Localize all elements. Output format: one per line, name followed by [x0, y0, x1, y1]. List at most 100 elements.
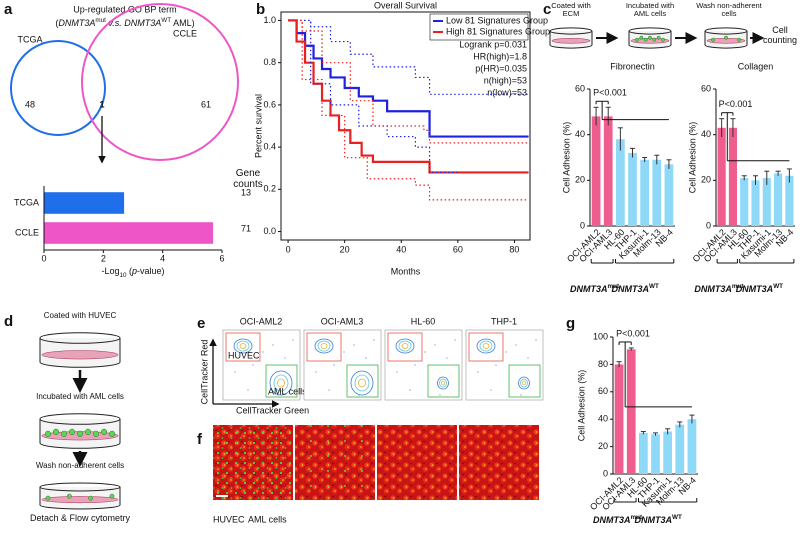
plot-frame — [280, 11, 531, 241]
venn-set-name: TCGA — [17, 34, 42, 44]
bar — [717, 127, 726, 226]
y-tick-label: 100 — [593, 331, 608, 341]
bar — [603, 116, 613, 226]
y-tick-label: 0 — [580, 220, 585, 230]
cell-line-title: OCI-AML3 — [321, 316, 364, 326]
y-tick-label: 60 — [598, 386, 608, 396]
panel-letter: d — [4, 313, 13, 330]
flow-dot — [262, 351, 264, 353]
dish-cell — [652, 37, 657, 42]
y-axis-label: Cell Adhesion (%) — [576, 370, 586, 442]
x-tick-label: 4 — [160, 253, 165, 263]
cell-line-title: OCI-AML2 — [240, 316, 283, 326]
text-part: DNMT3A — [593, 515, 631, 525]
bar — [774, 173, 783, 226]
y-tick-label: 80 — [598, 359, 608, 369]
flow-dot — [292, 339, 294, 341]
flow-dot — [365, 357, 367, 359]
micrograph — [377, 425, 457, 500]
step-label-text: Wash non-adherent cells — [35, 462, 125, 470]
dish-cell — [52, 428, 60, 436]
dish-cell — [724, 35, 728, 40]
dish-cell — [68, 428, 76, 436]
y-tick-label: 1.0 — [263, 15, 276, 25]
flow-dot — [495, 364, 497, 366]
step-label-text: Coated with HUVEC — [43, 312, 117, 320]
flow-dot — [515, 344, 517, 346]
panel-letter: e — [197, 315, 205, 332]
group-label: DNMT3AWT — [635, 514, 682, 526]
contour — [520, 378, 528, 388]
text-part: DNMT3A — [736, 284, 774, 294]
group-label: DNMT3AWT — [612, 283, 659, 295]
dish-layer — [551, 38, 591, 44]
confidence-line — [288, 19, 458, 174]
dish-layer — [41, 350, 119, 360]
gate-aml — [346, 364, 379, 398]
significance-label: P<0.001 — [616, 328, 650, 338]
contour — [354, 374, 370, 392]
venn-subtitle: (DNMT3Amut v.s. DNMT3AWT AML) — [55, 17, 194, 29]
text-part: -Log — [101, 266, 119, 276]
text-part: WT — [672, 514, 682, 521]
bar — [751, 180, 760, 226]
confidence-line — [288, 19, 529, 144]
contour — [482, 343, 490, 349]
micrograph-aml — [213, 425, 293, 500]
flow-dot — [284, 357, 286, 359]
y-tick-label: 20 — [598, 441, 608, 451]
venn-overlap: 1 — [99, 99, 104, 109]
contour — [317, 340, 331, 352]
legend-label: High 81 Signatures Group — [446, 26, 550, 36]
gate-aml — [427, 364, 460, 398]
flow-axis-label: CellTracker Red — [199, 340, 209, 405]
category-label: CCLE — [15, 227, 39, 237]
contour — [479, 340, 493, 352]
y-tick-label: 60 — [575, 83, 585, 93]
flow-dot — [505, 351, 507, 353]
y-tick-label: 0.0 — [263, 226, 276, 236]
chart-title: Fibronectin — [610, 61, 655, 71]
group-label: DNMT3Amut — [593, 514, 643, 526]
bar — [785, 175, 794, 226]
annotation: HR(high)=1.8 — [473, 51, 527, 61]
bar — [640, 159, 650, 226]
venn-title: Up-regulated GO BP term — [73, 4, 176, 14]
y-tick-label: 0.8 — [263, 57, 276, 67]
chart-title: Overall Survival — [374, 0, 437, 10]
bar — [664, 164, 674, 226]
text-part: p — [131, 266, 137, 276]
dish-cell — [45, 495, 51, 501]
gate-huvec — [306, 332, 342, 362]
y-tick-label: 0.6 — [263, 99, 276, 109]
dish-cell — [108, 430, 116, 438]
flow-dot — [315, 371, 317, 373]
text-part: DNMT3A — [58, 18, 95, 28]
x-tick-label: 40 — [396, 244, 406, 254]
x-tick-label: 0 — [286, 244, 291, 254]
contour — [277, 378, 285, 388]
flow-dot — [353, 344, 355, 346]
flow-dot — [439, 394, 441, 396]
text-part: ( — [127, 266, 133, 276]
panel-letter: f — [197, 431, 203, 448]
contour — [273, 374, 289, 392]
y-tick-label: 60 — [701, 83, 711, 93]
contour — [439, 378, 447, 388]
bar — [628, 152, 637, 226]
bar — [44, 222, 214, 244]
survival-line — [288, 19, 529, 174]
dish-cell — [711, 37, 715, 42]
text-part: DNMT3A — [570, 284, 608, 294]
contour — [437, 376, 449, 390]
legend-label: Low 81 Signatures Group — [446, 15, 548, 25]
text-part: DNMT3A — [612, 284, 650, 294]
text-part: AML) — [171, 18, 195, 28]
bar — [652, 159, 662, 226]
annotation: n(low)=53 — [487, 87, 527, 97]
y-tick-label: 20 — [701, 175, 711, 185]
y-axis-label: Percent survival — [253, 94, 263, 158]
flow-dot — [272, 344, 274, 346]
dish-cell — [737, 37, 741, 42]
